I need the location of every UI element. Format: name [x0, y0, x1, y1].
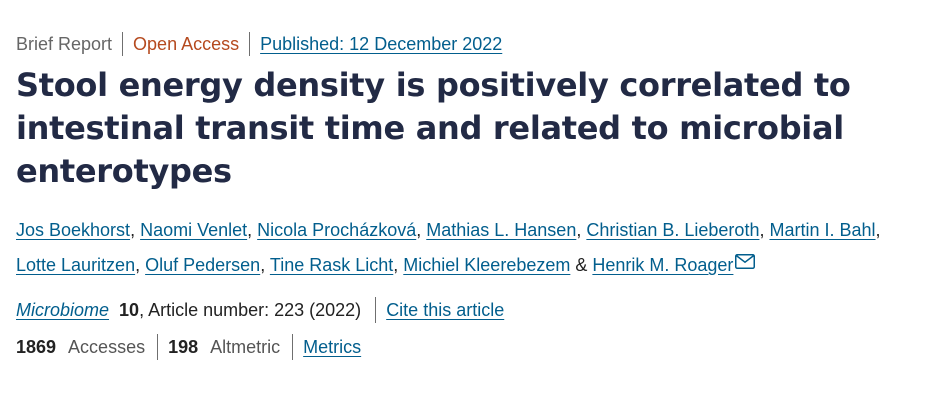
article-meta-row: Brief Report Open Access Published: 12 D… [16, 32, 936, 56]
author-separator: , [247, 220, 258, 240]
author-link[interactable]: Naomi Venlet [140, 220, 248, 240]
journal-link[interactable]: Microbiome [16, 299, 110, 320]
article-header: Brief Report Open Access Published: 12 D… [16, 32, 936, 360]
author-separator-ampersand: & [570, 255, 593, 275]
published-date-link[interactable]: Published: 12 December 2022 [260, 34, 503, 54]
author-separator: , [416, 220, 427, 240]
cite-article-link[interactable]: Cite this article [386, 299, 505, 320]
author-separator: , [875, 220, 881, 240]
author-link[interactable]: Mathias L. Hansen [426, 220, 577, 240]
author-separator: , [135, 255, 146, 275]
accesses-count: 1869 [16, 336, 57, 357]
author-link-corresponding[interactable]: Henrik M. Roager [592, 255, 734, 275]
author-link[interactable]: Lotte Lauritzen [16, 255, 136, 275]
author-link[interactable]: Jos Boekhorst [16, 220, 131, 240]
metrics-row: 1869 Accesses 198 Altmetric Metrics [16, 334, 936, 360]
accesses-label: Accesses [68, 336, 146, 357]
article-title: Stool energy density is positively corre… [16, 66, 851, 190]
author-separator: , [576, 220, 587, 240]
author-link[interactable]: Oluf Pedersen [145, 255, 261, 275]
author-link[interactable]: Nicola Procházková [257, 220, 417, 240]
author-separator: , [260, 255, 270, 275]
author-link[interactable]: Tine Rask Licht [269, 255, 394, 275]
published-date-item: Published: 12 December 2022 [249, 32, 512, 56]
divider [375, 297, 377, 323]
open-access-badge: Open Access [122, 32, 249, 56]
mail-icon[interactable] [735, 247, 756, 280]
citation-row: Microbiome 10 , Article number: 223 (202… [16, 297, 936, 323]
author-link[interactable]: Martin I. Bahl [769, 220, 876, 240]
altmetric-label: Altmetric [210, 336, 281, 357]
article-type-label: Brief Report [16, 34, 113, 54]
author-separator: , [130, 220, 141, 240]
article-number-text: , Article number: 223 (2022) [139, 299, 362, 320]
author-separator: , [393, 255, 404, 275]
altmetric-count: 198 [168, 336, 199, 357]
author-list: Jos Boekhorst, Naomi Venlet, Nicola Proc… [16, 214, 936, 282]
metrics-link[interactable]: Metrics [303, 336, 362, 357]
author-link[interactable]: Christian B. Lieberoth [586, 220, 760, 240]
author-link[interactable]: Michiel Kleerebezem [403, 255, 571, 275]
author-separator: , [759, 220, 770, 240]
divider [157, 334, 159, 360]
divider [292, 334, 294, 360]
journal-volume: 10 [119, 299, 140, 320]
